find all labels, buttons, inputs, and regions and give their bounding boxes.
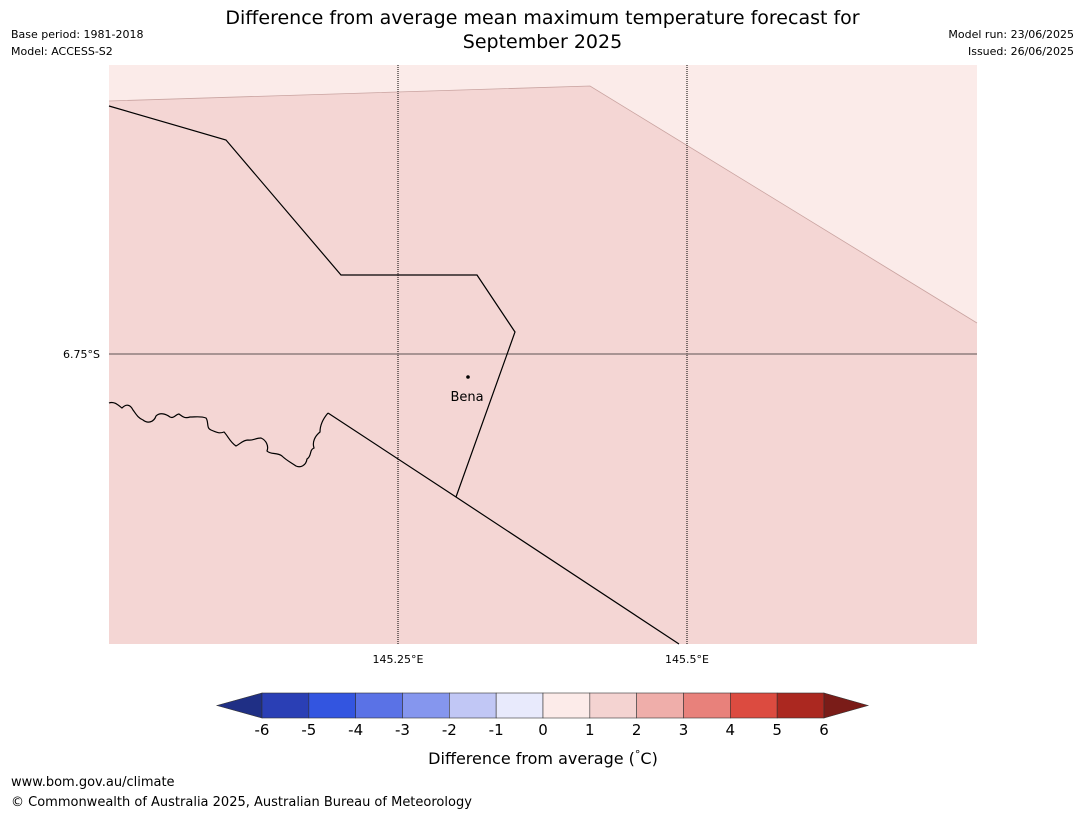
colorbar-bin xyxy=(495,692,544,719)
issued-text: Issued: 26/06/2025 xyxy=(967,45,1074,58)
colorbar-bin xyxy=(355,692,403,719)
latitude-label: 6.75°S xyxy=(63,348,100,361)
model-text: Model: ACCESS-S2 xyxy=(11,45,113,58)
colorbar-tick-label: -6 xyxy=(255,721,270,739)
colorbar-tick-label: 1 xyxy=(585,721,595,739)
model-run-text: Model run: 23/06/2025 xyxy=(948,28,1074,41)
colorbar-title: Difference from average (°C) xyxy=(428,748,658,768)
colorbar-bin xyxy=(776,692,825,719)
colorbar-tick-label: -2 xyxy=(442,721,457,739)
colorbar-tick-label: 3 xyxy=(679,721,689,739)
colorbar-tick-label: -1 xyxy=(489,721,504,739)
colorbar-tick-label: 5 xyxy=(772,721,782,739)
colorbar-title-unit: C) xyxy=(640,749,657,768)
colorbar-overflow-arrow xyxy=(823,692,870,719)
longitude-label-2: 145.5°E xyxy=(665,653,709,666)
map-title: Difference from average mean maximum tem… xyxy=(0,6,1085,54)
colorbar-underflow-arrow xyxy=(215,692,263,719)
colorbar-tick-label: -4 xyxy=(348,721,363,739)
map-panel[interactable]: Bena 6.75°S 145.25°E 145.5°E xyxy=(63,65,978,666)
temperature-colorbar: -6 -5 -4 -3 -2 -1 0 1 2 3 4 5 6 xyxy=(215,692,870,739)
colorbar-bin xyxy=(449,692,497,719)
footer-url[interactable]: www.bom.gov.au/climate xyxy=(11,775,175,790)
province-boundary-south xyxy=(327,412,680,645)
colorbar-bin xyxy=(730,692,778,719)
colorbar-bin xyxy=(402,692,450,719)
colorbar-tick-label: -5 xyxy=(301,721,316,739)
longitude-label-1: 145.25°E xyxy=(373,653,424,666)
colorbar-tick-label: -3 xyxy=(395,721,410,739)
coastline-boundary xyxy=(108,401,329,468)
contour-boundary xyxy=(108,85,978,324)
colorbar-bin xyxy=(261,692,310,719)
colorbar-tick-label: 6 xyxy=(819,721,829,739)
colorbar-bin xyxy=(308,692,356,719)
colorbar-bin xyxy=(542,692,591,719)
colorbar-bin xyxy=(683,692,731,719)
colorbar-bin xyxy=(636,692,684,719)
map-region-light xyxy=(109,65,977,323)
colorbar-tick-label: 4 xyxy=(726,721,736,739)
footer-copyright: © Commonwealth of Australia 2025, Austra… xyxy=(11,795,472,810)
colorbar-tick-label: 2 xyxy=(632,721,642,739)
map-title-line2: September 2025 xyxy=(462,31,623,53)
forecast-metadata-right: Model run: 23/06/2025 Issued: 26/06/2025 xyxy=(948,26,1074,60)
base-period-text: Base period: 1981-2018 xyxy=(11,28,144,41)
province-boundary-north xyxy=(108,105,516,498)
degree-symbol: ° xyxy=(635,748,641,761)
colorbar-title-prefix: Difference from average ( xyxy=(428,749,635,768)
forecast-metadata-left: Base period: 1981-2018 Model: ACCESS-S2 xyxy=(11,26,143,60)
colorbar-tick-label: 0 xyxy=(538,721,548,739)
colorbar-bin xyxy=(589,692,637,719)
map-title-line1: Difference from average mean maximum tem… xyxy=(225,7,860,29)
bena-town-marker[interactable] xyxy=(466,375,470,379)
bena-town-label: Bena xyxy=(450,390,483,405)
